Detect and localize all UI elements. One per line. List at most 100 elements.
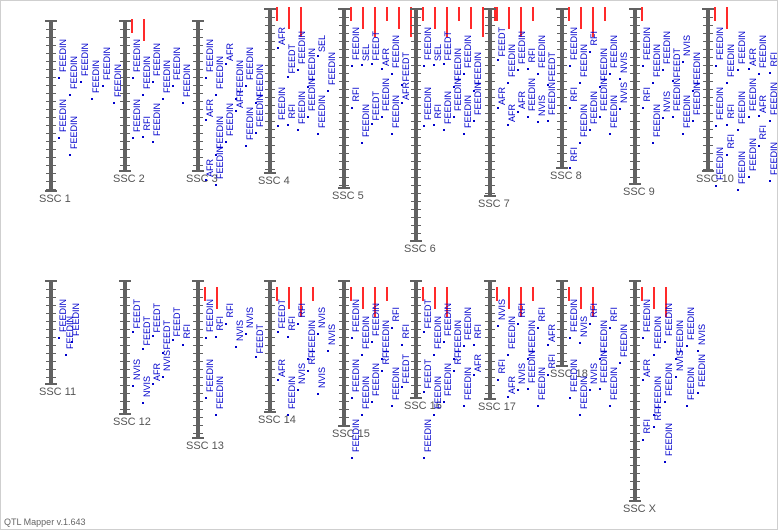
qtl-trait-label[interactable]: RFI [473,324,483,339]
qtl-trait-label[interactable]: FEEDIN [205,299,215,333]
qtl-trait-label[interactable]: NVIS [142,376,152,398]
qtl-trait-label[interactable]: FEEDIN [653,316,663,350]
qtl-trait-label[interactable]: AFR [225,43,235,61]
qtl-trait-label[interactable]: NVIS [497,299,507,321]
qtl-trait-label[interactable]: SEL [433,44,443,62]
qtl-trait-label[interactable]: FEEDIN [463,95,473,129]
qtl-trait-label[interactable]: FEEDIN [423,87,433,121]
qtl-trait-label[interactable]: FEEDIN [152,43,162,77]
qtl-trait-label[interactable]: FEEDIN [747,138,758,172]
qtl-trait-label[interactable]: FEEDIN [569,27,579,61]
qtl-trait-label[interactable]: AFR [642,359,652,377]
qtl-trait-label[interactable]: FEEDIN [736,91,747,125]
qtl-trait-label[interactable]: AFR [205,159,215,177]
qtl-trait-label[interactable]: RFI [287,104,297,119]
qtl-trait-label[interactable]: AFR [747,48,758,66]
qtl-trait-label[interactable]: FEEDIN [361,376,371,410]
qtl-trait-label[interactable]: NVIS [662,91,672,113]
qtl-trait-label[interactable]: NVIS [579,316,589,338]
qtl-trait-label[interactable]: RFI [287,316,297,331]
qtl-trait-label[interactable]: RFI [381,350,391,365]
qtl-trait-label[interactable]: FEEDIN [736,151,747,185]
qtl-trait-label[interactable]: FEEDIN [381,78,391,112]
qtl-trait-label[interactable]: FEEDIN [579,376,589,410]
qtl-trait-label[interactable]: FEEDIN [215,116,225,150]
qtl-trait-label[interactable]: FEEDIN [443,303,453,337]
qtl-trait-label[interactable]: FEEDIN [653,376,663,410]
qtl-trait-label[interactable]: FEEDT [277,299,287,329]
qtl-trait-label[interactable]: FEEDIN [307,48,317,82]
qtl-trait-label[interactable]: NVIS [589,363,599,385]
qtl-trait-label[interactable]: FEEDIN [463,35,473,69]
qtl-trait-label[interactable]: AFR [547,324,557,342]
qtl-trait-label[interactable]: FEEDIN [662,31,672,65]
qtl-trait-label[interactable]: FEEDT [401,52,411,82]
qtl-trait-label[interactable]: AFR [235,90,245,108]
qtl-trait-label[interactable]: FEEDIN [391,35,401,69]
qtl-trait-label[interactable]: FEEDIN [152,103,162,137]
qtl-trait-label[interactable]: RFI [537,307,547,322]
qtl-trait-label[interactable]: FEEDIN [642,27,652,61]
qtl-trait-label[interactable]: NVIS [537,95,547,117]
qtl-trait-label[interactable]: FEEDIN [307,320,317,354]
qtl-trait-label[interactable]: FEEDIN [672,78,682,112]
qtl-trait-label[interactable]: FEEDIN [215,376,225,410]
qtl-trait-label[interactable]: FEEDIN [715,27,725,61]
qtl-trait-label[interactable]: FEEDIN [642,299,652,333]
qtl-trait-label[interactable]: NVIS [619,52,629,74]
qtl-trait-label[interactable]: FEEDT [423,299,433,329]
qtl-trait-label[interactable]: NVIS [132,359,142,381]
qtl-trait-label[interactable]: FEEDIN [664,363,674,397]
qtl-trait-label[interactable]: RFI [517,303,527,318]
qtl-trait-label[interactable]: FEEDIN [132,99,142,133]
qtl-trait-label[interactable]: RFI [642,419,652,434]
qtl-trait-label[interactable]: FEEDIN [225,103,235,137]
qtl-trait-label[interactable]: FEEDT [547,52,557,82]
qtl-trait-label[interactable]: AFR [473,354,483,372]
qtl-trait-label[interactable]: FEEDT [401,354,411,384]
qtl-trait-label[interactable]: FEEDIN [423,27,433,61]
qtl-trait-label[interactable]: FEEDIN [664,303,674,337]
qtl-trait-label[interactable]: FEEDIN [215,146,225,180]
qtl-trait-label[interactable]: RFI [589,303,599,318]
qtl-trait-label[interactable]: FEEDIN [463,307,473,341]
qtl-trait-label[interactable]: FEEDIN [433,316,443,350]
qtl-trait-label[interactable]: FEEDIN [371,303,381,337]
qtl-trait-label[interactable]: RFI [497,359,507,374]
qtl-trait-label[interactable]: NVIS [517,363,527,385]
qtl-trait-label[interactable]: AFR [277,359,287,377]
qtl-trait-label[interactable]: NVIS [675,350,685,372]
qtl-trait-label[interactable]: AFR [401,82,411,100]
qtl-trait-label[interactable]: NVIS [317,307,327,329]
qtl-trait-label[interactable]: FEEDIN [507,316,517,350]
qtl-trait-label[interactable]: FEEDIN [433,376,443,410]
qtl-trait-label[interactable]: FEEDIN [569,359,579,393]
qtl-trait-label[interactable]: AFR [152,363,162,381]
qtl-trait-label[interactable]: RFI [769,52,778,67]
qtl-trait-label[interactable]: FEEDIN [287,376,297,410]
qtl-trait-label[interactable]: NVIS [245,307,255,329]
qtl-trait-label[interactable]: AFR [507,376,517,394]
qtl-trait-label[interactable]: FEEDIN [682,95,692,129]
qtl-trait-label[interactable]: RFI [225,303,235,318]
qtl-trait-label[interactable]: FEEDIN [453,78,463,112]
qtl-trait-label[interactable]: FEEDIN [599,48,609,82]
qtl-trait-label[interactable]: RFI [391,307,401,322]
qtl-trait-label[interactable]: FEEDIN [162,60,172,94]
qtl-trait-label[interactable]: NVIS [619,82,629,104]
qtl-trait-label[interactable]: FEEDIN [307,78,317,112]
qtl-trait-label[interactable]: FEEDIN [132,39,142,73]
qtl-trait-label[interactable]: FEEDT [255,324,265,354]
qtl-trait-label[interactable]: NVIS [162,350,172,372]
qtl-trait-label[interactable]: FEEDT [152,303,162,333]
qtl-trait-label[interactable]: FEEDT [172,307,182,337]
qtl-trait-label[interactable]: FEEDIN [361,104,371,138]
qtl-trait-label[interactable]: RFI [569,87,579,102]
qtl-trait-label[interactable]: FEEDIN [547,82,557,116]
qtl-trait-label[interactable]: NVIS [317,367,327,389]
qtl-trait-label[interactable]: FEEDIN [692,52,702,86]
qtl-trait-label[interactable]: FEEDT [371,31,381,61]
qtl-trait-label[interactable]: FEEDIN [205,359,215,393]
qtl-trait-label[interactable]: RFI [307,350,317,365]
qtl-trait-label[interactable]: SEL [361,44,371,62]
